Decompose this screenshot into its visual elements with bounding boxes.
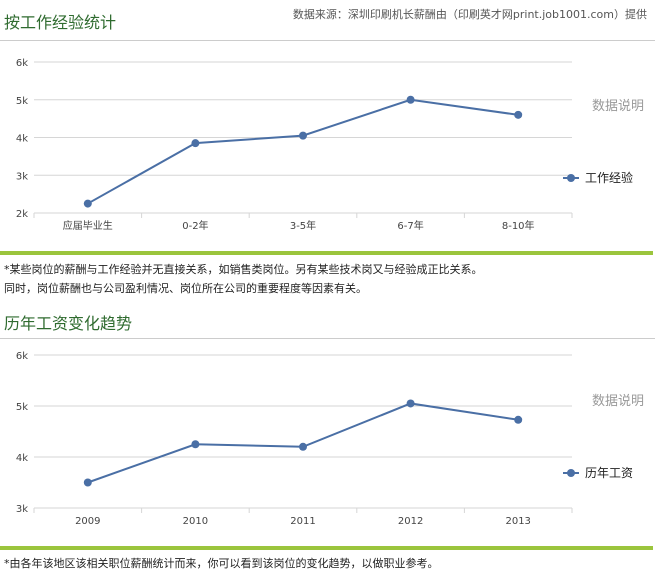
- data-point: [406, 399, 415, 408]
- data-point: [406, 95, 415, 104]
- x-tick-label: 2011: [290, 516, 315, 527]
- chart1-note-line-1: *某些岗位的薪酬与工作经验并无直接关系，如销售类岗位。另有某些技术岗又与经验成正…: [4, 263, 483, 276]
- y-tick-label: 2k: [16, 209, 28, 220]
- x-tick-label: 0-2年: [182, 219, 208, 232]
- data-point: [83, 199, 92, 208]
- legend-label: 工作经验: [585, 170, 633, 185]
- data-point: [191, 440, 200, 449]
- chart2-note: *由各年该地区该相关职位薪酬统计而来，你可以看到该岗位的变化趋势，以做职业参考。: [4, 554, 439, 573]
- data-point: [514, 110, 523, 119]
- x-tick-label: 2013: [505, 516, 530, 527]
- legend-marker: [567, 174, 575, 182]
- y-tick-label: 5k: [16, 96, 28, 107]
- x-tick-label: 6-7年: [397, 219, 423, 232]
- data-point: [514, 415, 523, 424]
- y-tick-label: 4k: [16, 134, 28, 145]
- x-tick-label: 8-10年: [502, 219, 535, 232]
- x-tick-label: 2010: [183, 516, 208, 527]
- data-point: [299, 442, 307, 451]
- chart1-note: *某些岗位的薪酬与工作经验并无直接关系，如销售类岗位。另有某些技术岗又与经验成正…: [4, 260, 483, 298]
- y-tick-label: 3k: [16, 504, 28, 515]
- chart1-title-divider: [0, 40, 655, 41]
- data-explanation-label: 数据说明: [592, 99, 644, 114]
- data-point: [299, 131, 307, 140]
- y-tick-label: 4k: [16, 453, 28, 464]
- legend-marker: [567, 469, 575, 477]
- x-tick-label: 3-5年: [290, 219, 316, 232]
- data-point: [191, 139, 200, 148]
- data-explanation-label: 数据说明: [592, 394, 644, 409]
- y-tick-label: 6k: [16, 58, 28, 69]
- chart2-note-line-1: *由各年该地区该相关职位薪酬统计而来，你可以看到该岗位的变化趋势，以做职业参考。: [4, 557, 439, 570]
- x-tick-label: 2009: [75, 516, 100, 527]
- chart2-bottom-rule: [0, 546, 653, 550]
- y-tick-label: 6k: [16, 351, 28, 362]
- data-source-note: 数据来源：深圳印刷机长薪酬由（印刷英才网print.job1001.com）提供: [292, 8, 647, 21]
- x-tick-label: 2012: [398, 516, 423, 527]
- y-tick-label: 3k: [16, 171, 28, 182]
- x-tick-label: 应届毕业生: [63, 219, 113, 232]
- chart2-title-divider: [0, 338, 655, 339]
- chart1-note-line-2: 同时，岗位薪酬也与公司盈利情况、岗位所在公司的重要程度等因素有关。: [4, 282, 367, 295]
- chart1-bottom-rule: [0, 251, 653, 255]
- chart1-title: 按工作经验统计: [4, 13, 117, 32]
- series-line: [87, 98, 519, 205]
- chart2-title: 历年工资变化趋势: [4, 314, 133, 333]
- y-tick-label: 5k: [16, 402, 28, 413]
- data-point: [83, 478, 92, 487]
- legend-label: 历年工资: [585, 466, 633, 480]
